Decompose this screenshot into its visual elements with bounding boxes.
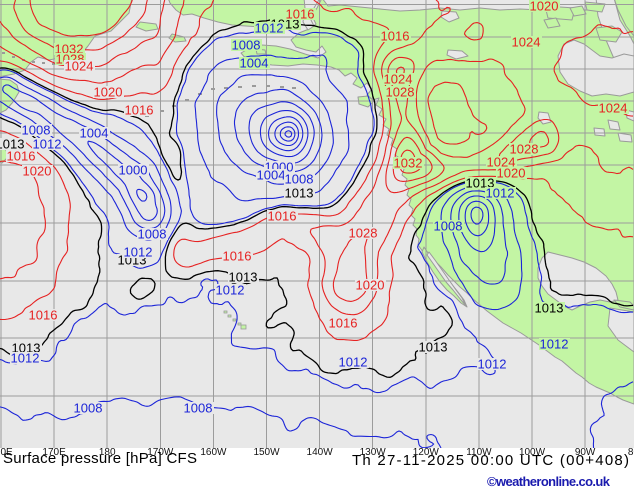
svg-text:1004: 1004 xyxy=(240,56,269,71)
svg-text:160W: 160W xyxy=(200,447,227,458)
svg-text:1013: 1013 xyxy=(419,340,448,355)
svg-text:1024: 1024 xyxy=(487,155,516,170)
svg-text:140W: 140W xyxy=(307,447,334,458)
svg-text:1013: 1013 xyxy=(229,270,258,285)
svg-text:120W: 120W xyxy=(413,447,440,458)
svg-text:1020: 1020 xyxy=(530,0,559,14)
svg-text:1032: 1032 xyxy=(394,156,423,171)
svg-text:1024: 1024 xyxy=(512,35,541,50)
svg-text:1032: 1032 xyxy=(55,42,84,57)
svg-text:1012: 1012 xyxy=(124,245,153,260)
svg-text:1012: 1012 xyxy=(11,351,40,366)
svg-text:100W: 100W xyxy=(519,447,546,458)
svg-text:1004: 1004 xyxy=(80,126,109,141)
svg-text:1024: 1024 xyxy=(65,59,94,74)
svg-text:160E: 160E xyxy=(0,447,13,458)
svg-text:110W: 110W xyxy=(466,447,492,458)
svg-text:80W: 80W xyxy=(628,447,634,458)
svg-text:1028: 1028 xyxy=(386,85,415,100)
svg-text:1016: 1016 xyxy=(7,149,36,164)
svg-text:1012: 1012 xyxy=(339,355,368,370)
svg-text:©weatheronline.co.uk: ©weatheronline.co.uk xyxy=(487,474,611,489)
svg-text:1008: 1008 xyxy=(434,219,463,234)
svg-text:90W: 90W xyxy=(575,447,596,458)
svg-text:1028: 1028 xyxy=(510,142,539,157)
svg-text:1013: 1013 xyxy=(285,186,314,201)
svg-text:1016: 1016 xyxy=(29,308,58,323)
svg-text:1012: 1012 xyxy=(33,137,62,152)
svg-text:170E: 170E xyxy=(42,447,66,458)
svg-text:1012: 1012 xyxy=(540,337,569,352)
svg-text:1008: 1008 xyxy=(232,38,261,53)
svg-text:1008: 1008 xyxy=(138,227,167,242)
svg-text:180: 180 xyxy=(99,447,116,458)
svg-text:1012: 1012 xyxy=(255,21,284,36)
svg-text:1008: 1008 xyxy=(285,172,314,187)
svg-text:1013: 1013 xyxy=(535,301,564,316)
svg-text:1016: 1016 xyxy=(329,316,358,331)
svg-text:130W: 130W xyxy=(360,447,387,458)
svg-text:1013: 1013 xyxy=(466,176,495,191)
svg-text:1008: 1008 xyxy=(22,123,51,138)
svg-text:1020: 1020 xyxy=(356,278,385,293)
svg-text:1000: 1000 xyxy=(119,163,148,178)
svg-text:1020: 1020 xyxy=(23,164,52,179)
svg-text:1016: 1016 xyxy=(223,249,252,264)
svg-text:1012: 1012 xyxy=(478,357,507,372)
svg-text:1004: 1004 xyxy=(257,168,286,183)
svg-text:1012: 1012 xyxy=(486,186,515,201)
svg-text:Surface pressure [hPa] CFS: Surface pressure [hPa] CFS xyxy=(3,450,197,467)
svg-text:1028: 1028 xyxy=(349,226,378,241)
svg-text:1024: 1024 xyxy=(599,101,628,116)
svg-text:1012: 1012 xyxy=(216,283,245,298)
svg-text:1013: 1013 xyxy=(12,341,41,356)
svg-text:1020: 1020 xyxy=(94,85,123,100)
svg-text:1008: 1008 xyxy=(184,401,213,416)
svg-text:170W: 170W xyxy=(147,447,174,458)
svg-text:1016: 1016 xyxy=(381,29,410,44)
svg-text:1008: 1008 xyxy=(74,401,103,416)
svg-text:1013: 1013 xyxy=(0,137,24,152)
svg-text:1016: 1016 xyxy=(286,7,315,22)
svg-text:1024: 1024 xyxy=(384,72,413,87)
svg-text:150W: 150W xyxy=(253,447,280,458)
svg-text:Th 27-11-2025 00:00 UTC (00+40: Th 27-11-2025 00:00 UTC (00+408) xyxy=(352,452,629,469)
svg-text:1020: 1020 xyxy=(497,166,526,181)
svg-text:1016: 1016 xyxy=(268,209,297,224)
svg-text:1016: 1016 xyxy=(125,103,154,118)
